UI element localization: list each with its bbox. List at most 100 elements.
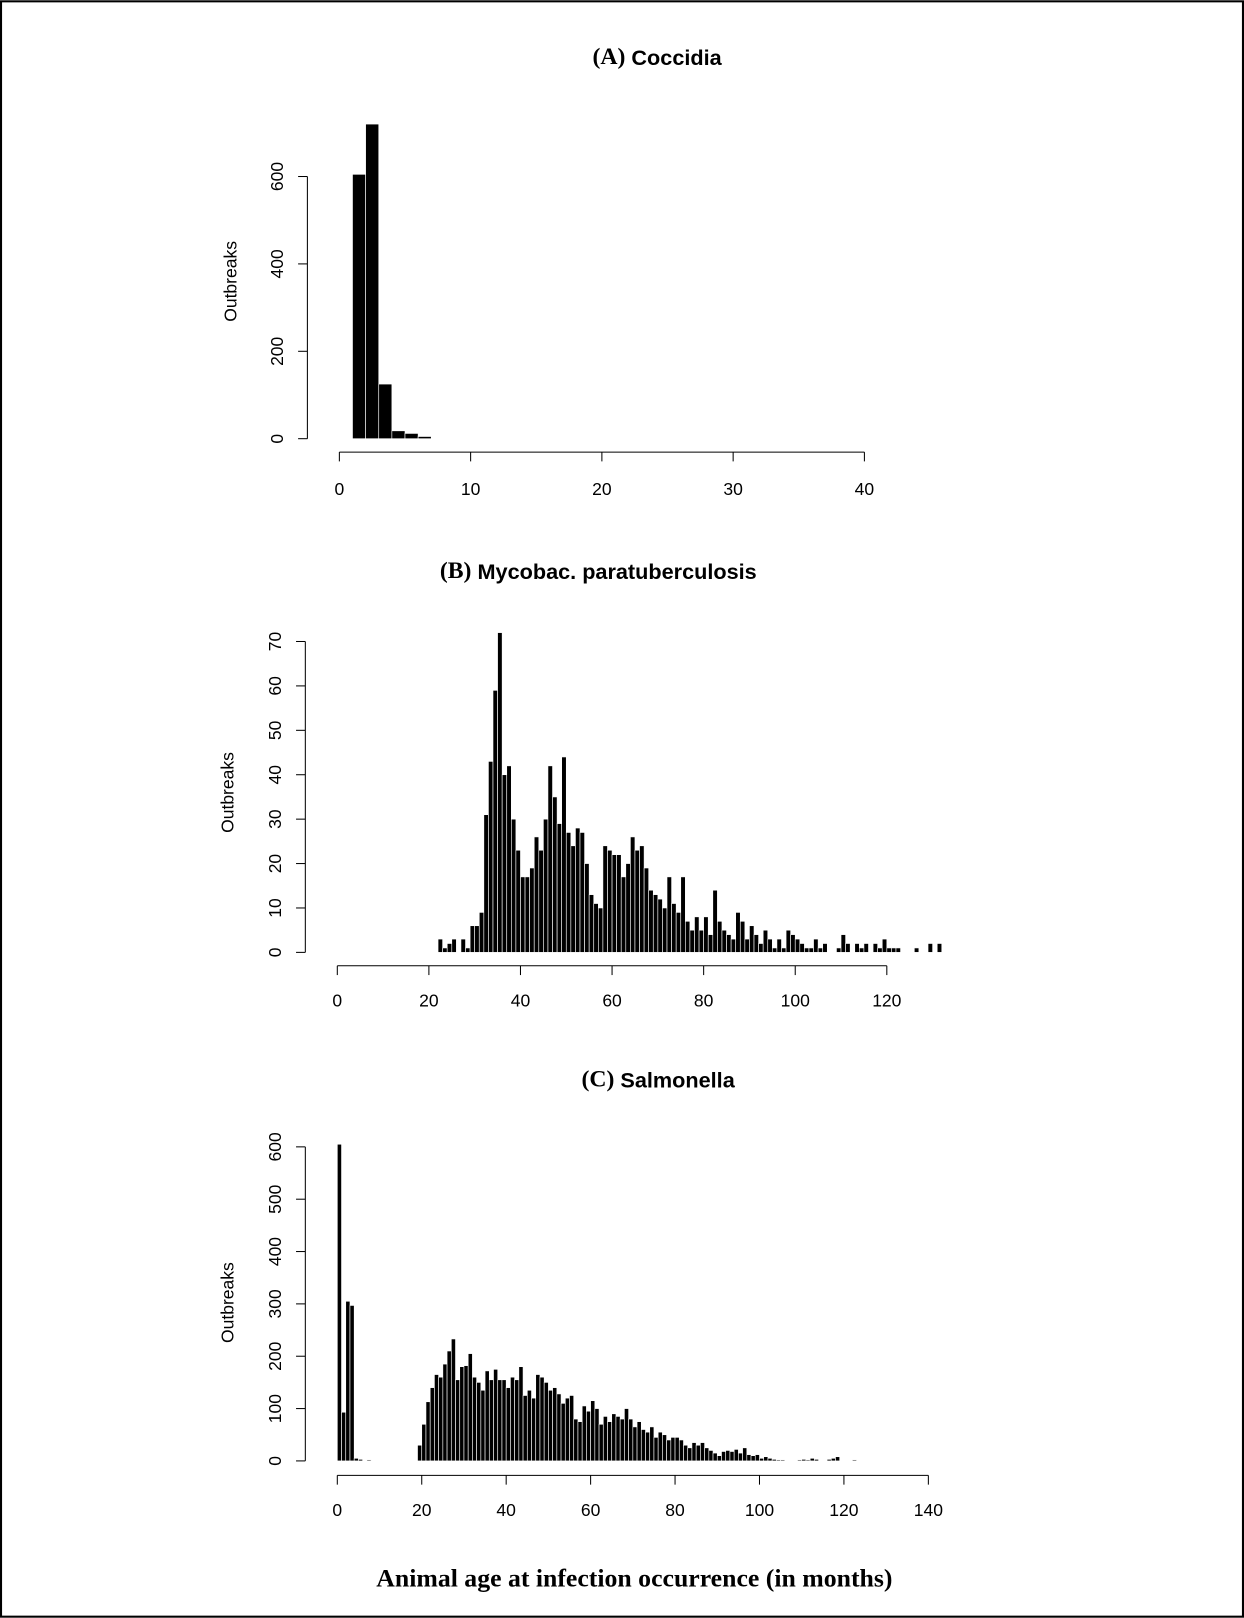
- bar: [520, 876, 526, 953]
- bar: [694, 916, 700, 953]
- bar: [703, 916, 709, 953]
- bar: [799, 943, 805, 953]
- bar: [586, 1410, 591, 1462]
- bar: [657, 898, 663, 953]
- bar: [497, 1379, 503, 1462]
- bar: [611, 854, 617, 953]
- x-tick-label: 40: [855, 479, 875, 499]
- panel-label: (C): [581, 1067, 614, 1093]
- bar: [726, 934, 732, 953]
- bar: [805, 1459, 811, 1462]
- bar: [478, 912, 485, 953]
- bar: [657, 1431, 663, 1462]
- bar: [776, 938, 782, 953]
- bar: [750, 1455, 756, 1462]
- bar: [560, 1403, 566, 1462]
- bar: [854, 943, 860, 953]
- x-tick-label: 0: [334, 479, 344, 499]
- chart-title: (A) Coccidia: [592, 45, 722, 71]
- bar: [501, 774, 508, 953]
- bar: [675, 912, 682, 953]
- bar: [581, 1405, 587, 1462]
- y-tick-label: 200: [267, 336, 287, 365]
- bar: [417, 1444, 423, 1462]
- bar: [712, 1452, 718, 1462]
- bar: [872, 943, 878, 953]
- y-tick-label: 600: [265, 1132, 285, 1161]
- bar: [877, 947, 883, 953]
- x-tick-label: 100: [781, 991, 810, 1011]
- bar: [425, 1401, 431, 1462]
- bar: [501, 1379, 507, 1462]
- bar: [442, 1363, 448, 1462]
- bar: [895, 947, 901, 953]
- bar: [725, 1450, 731, 1462]
- bar: [639, 845, 645, 953]
- bar: [670, 1437, 676, 1462]
- title-text: Coccidia: [631, 45, 722, 70]
- bar: [437, 938, 443, 953]
- bar: [590, 1400, 596, 1462]
- bar: [459, 1366, 465, 1462]
- bar: [353, 1457, 359, 1462]
- x-tick-label: 20: [419, 991, 439, 1011]
- bar: [619, 1418, 625, 1462]
- y-axis-title: Outbreaks: [218, 1262, 238, 1343]
- x-tick-label: 80: [694, 991, 714, 1011]
- bar: [598, 907, 604, 953]
- bar: [548, 1389, 553, 1462]
- bar: [835, 1456, 841, 1462]
- bar: [704, 1447, 710, 1462]
- bar: [763, 1456, 769, 1462]
- bar: [526, 1389, 532, 1462]
- bar: [518, 1366, 524, 1462]
- bar: [790, 934, 796, 953]
- x-tick-label: 60: [602, 991, 622, 1011]
- bar: [707, 934, 714, 953]
- bar: [417, 436, 432, 439]
- y-tick-label: 70: [265, 631, 285, 651]
- bar: [695, 1444, 701, 1462]
- bar: [813, 938, 819, 953]
- bar: [451, 938, 457, 953]
- x-tick-label: 100: [745, 1500, 774, 1520]
- bar: [349, 1305, 355, 1462]
- bar: [625, 863, 631, 953]
- bar: [814, 1459, 819, 1462]
- bar: [543, 1382, 549, 1462]
- bar: [588, 894, 595, 953]
- bar: [836, 947, 842, 953]
- bar: [749, 925, 755, 953]
- bar: [593, 903, 599, 953]
- bar: [358, 1459, 363, 1462]
- bar: [345, 1300, 351, 1462]
- bar: [556, 1393, 562, 1462]
- bar: [607, 849, 613, 953]
- bar: [733, 1449, 739, 1462]
- bar: [822, 943, 828, 953]
- bar: [442, 947, 448, 953]
- bar: [547, 765, 553, 953]
- bar: [680, 876, 686, 953]
- bar: [781, 947, 787, 953]
- bar: [493, 1369, 499, 1462]
- bar: [648, 889, 654, 953]
- bar: [634, 849, 640, 953]
- bar: [514, 1379, 520, 1462]
- bar: [891, 947, 897, 953]
- bar: [434, 1374, 439, 1462]
- bar: [366, 1459, 372, 1462]
- bar: [735, 912, 741, 953]
- bar: [474, 925, 480, 953]
- bar: [511, 818, 517, 953]
- y-tick-label: 400: [267, 249, 287, 278]
- bar: [492, 690, 498, 953]
- x-tick-label: 10: [461, 479, 481, 499]
- bar: [628, 1418, 634, 1462]
- bar: [630, 836, 636, 953]
- bar: [717, 920, 723, 953]
- y-tick-label: 500: [265, 1184, 285, 1213]
- bar: [881, 938, 888, 953]
